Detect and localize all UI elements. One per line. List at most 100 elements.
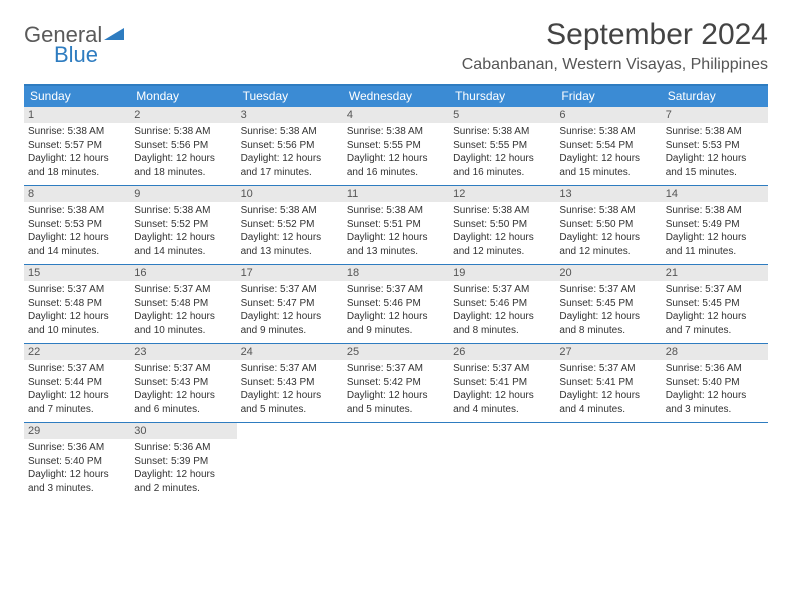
logo: General Blue bbox=[24, 18, 126, 66]
sunset-text: Sunset: 5:45 PM bbox=[559, 297, 657, 311]
daylight-text: and 9 minutes. bbox=[241, 324, 339, 338]
sunset-text: Sunset: 5:45 PM bbox=[666, 297, 764, 311]
day-number: 11 bbox=[343, 186, 449, 202]
day-number: 13 bbox=[555, 186, 661, 202]
daylight-text: Daylight: 12 hours bbox=[28, 152, 126, 166]
sunset-text: Sunset: 5:39 PM bbox=[134, 455, 232, 469]
logo-triangle-icon bbox=[104, 24, 126, 46]
day-number: 26 bbox=[449, 344, 555, 360]
daylight-text: Daylight: 12 hours bbox=[28, 310, 126, 324]
daylight-text: Daylight: 12 hours bbox=[559, 310, 657, 324]
daylight-text: Daylight: 12 hours bbox=[134, 231, 232, 245]
day-number: 23 bbox=[130, 344, 236, 360]
sunrise-text: Sunrise: 5:38 AM bbox=[453, 204, 551, 218]
daylight-text: and 14 minutes. bbox=[134, 245, 232, 259]
sunset-text: Sunset: 5:42 PM bbox=[347, 376, 445, 390]
sunrise-text: Sunrise: 5:36 AM bbox=[666, 362, 764, 376]
daylight-text: and 16 minutes. bbox=[347, 166, 445, 180]
weeks-container: 1Sunrise: 5:38 AMSunset: 5:57 PMDaylight… bbox=[24, 107, 768, 501]
sunset-text: Sunset: 5:56 PM bbox=[134, 139, 232, 153]
sunrise-text: Sunrise: 5:38 AM bbox=[134, 204, 232, 218]
sunrise-text: Sunrise: 5:38 AM bbox=[28, 125, 126, 139]
sunrise-text: Sunrise: 5:38 AM bbox=[559, 125, 657, 139]
sunset-text: Sunset: 5:55 PM bbox=[453, 139, 551, 153]
week-row: 22Sunrise: 5:37 AMSunset: 5:44 PMDayligh… bbox=[24, 344, 768, 423]
page-header: General Blue September 2024 Cabanbanan, … bbox=[24, 18, 768, 74]
daylight-text: and 2 minutes. bbox=[134, 482, 232, 496]
day-number: 12 bbox=[449, 186, 555, 202]
sunset-text: Sunset: 5:54 PM bbox=[559, 139, 657, 153]
day-number: 30 bbox=[130, 423, 236, 439]
weekday-header: Saturday bbox=[662, 86, 768, 107]
sunrise-text: Sunrise: 5:37 AM bbox=[453, 362, 551, 376]
day-cell: 26Sunrise: 5:37 AMSunset: 5:41 PMDayligh… bbox=[449, 344, 555, 422]
day-cell: 1 Sunrise: 5:38 AMSunset: 5:57 PMDaylight… bbox=[24, 107, 130, 185]
sunset-text: Sunset: 5:46 PM bbox=[453, 297, 551, 311]
day-number: 1 bbox=[24, 107, 130, 123]
sunrise-text: Sunrise: 5:37 AM bbox=[28, 283, 126, 297]
day-cell: 18Sunrise: 5:37 AMSunset: 5:46 PMDayligh… bbox=[343, 265, 449, 343]
day-cell: 7Sunrise: 5:38 AMSunset: 5:53 PMDaylight… bbox=[662, 107, 768, 185]
sunrise-text: Sunrise: 5:38 AM bbox=[559, 204, 657, 218]
daylight-text: and 8 minutes. bbox=[559, 324, 657, 338]
title-block: September 2024 Cabanbanan, Western Visay… bbox=[462, 18, 768, 74]
day-number: 3 bbox=[237, 107, 343, 123]
day-cell: 4Sunrise: 5:38 AMSunset: 5:55 PMDaylight… bbox=[343, 107, 449, 185]
daylight-text: and 9 minutes. bbox=[347, 324, 445, 338]
sunset-text: Sunset: 5:44 PM bbox=[28, 376, 126, 390]
daylight-text: and 5 minutes. bbox=[347, 403, 445, 417]
week-row: 1Sunrise: 5:38 AMSunset: 5:57 PMDaylight… bbox=[24, 107, 768, 186]
day-cell: 15Sunrise: 5:37 AMSunset: 5:48 PMDayligh… bbox=[24, 265, 130, 343]
weekday-header: Tuesday bbox=[237, 86, 343, 107]
day-number: 9 bbox=[130, 186, 236, 202]
sunrise-text: Sunrise: 5:37 AM bbox=[28, 362, 126, 376]
daylight-text: Daylight: 12 hours bbox=[347, 389, 445, 403]
daylight-text: and 10 minutes. bbox=[28, 324, 126, 338]
daylight-text: Daylight: 12 hours bbox=[453, 389, 551, 403]
daylight-text: and 4 minutes. bbox=[559, 403, 657, 417]
sunset-text: Sunset: 5:52 PM bbox=[134, 218, 232, 232]
empty-cell bbox=[555, 423, 661, 501]
day-number: 7 bbox=[662, 107, 768, 123]
daylight-text: and 16 minutes. bbox=[453, 166, 551, 180]
daylight-text: and 3 minutes. bbox=[666, 403, 764, 417]
logo-text: General Blue bbox=[24, 24, 126, 66]
daylight-text: and 15 minutes. bbox=[559, 166, 657, 180]
daylight-text: Daylight: 12 hours bbox=[453, 231, 551, 245]
sunset-text: Sunset: 5:40 PM bbox=[28, 455, 126, 469]
daylight-text: Daylight: 12 hours bbox=[134, 468, 232, 482]
sunset-text: Sunset: 5:50 PM bbox=[559, 218, 657, 232]
daylight-text: Daylight: 12 hours bbox=[559, 152, 657, 166]
daylight-text: Daylight: 12 hours bbox=[559, 389, 657, 403]
day-cell: 5Sunrise: 5:38 AMSunset: 5:55 PMDaylight… bbox=[449, 107, 555, 185]
sunrise-text: Sunrise: 5:38 AM bbox=[453, 125, 551, 139]
sunset-text: Sunset: 5:57 PM bbox=[28, 139, 126, 153]
sunset-text: Sunset: 5:48 PM bbox=[134, 297, 232, 311]
sunrise-text: Sunrise: 5:38 AM bbox=[666, 125, 764, 139]
sunset-text: Sunset: 5:51 PM bbox=[347, 218, 445, 232]
sunrise-text: Sunrise: 5:37 AM bbox=[241, 362, 339, 376]
day-cell: 14Sunrise: 5:38 AMSunset: 5:49 PMDayligh… bbox=[662, 186, 768, 264]
sunset-text: Sunset: 5:52 PM bbox=[241, 218, 339, 232]
day-cell: 9 Sunrise: 5:38 AMSunset: 5:52 PMDaylight… bbox=[130, 186, 236, 264]
day-number: 17 bbox=[237, 265, 343, 281]
sunset-text: Sunset: 5:43 PM bbox=[134, 376, 232, 390]
daylight-text: and 13 minutes. bbox=[241, 245, 339, 259]
sunrise-text: Sunrise: 5:37 AM bbox=[559, 283, 657, 297]
daylight-text: and 4 minutes. bbox=[453, 403, 551, 417]
daylight-text: and 18 minutes. bbox=[28, 166, 126, 180]
sunset-text: Sunset: 5:48 PM bbox=[28, 297, 126, 311]
empty-cell bbox=[449, 423, 555, 501]
daylight-text: Daylight: 12 hours bbox=[559, 231, 657, 245]
day-number: 21 bbox=[662, 265, 768, 281]
calendar-grid: Sunday Monday Tuesday Wednesday Thursday… bbox=[24, 84, 768, 501]
calendar-page: General Blue September 2024 Cabanbanan, … bbox=[0, 0, 792, 501]
sunset-text: Sunset: 5:47 PM bbox=[241, 297, 339, 311]
daylight-text: and 12 minutes. bbox=[559, 245, 657, 259]
weekday-header: Sunday bbox=[24, 86, 130, 107]
sunrise-text: Sunrise: 5:38 AM bbox=[28, 204, 126, 218]
day-cell: 6Sunrise: 5:38 AMSunset: 5:54 PMDaylight… bbox=[555, 107, 661, 185]
location-subtitle: Cabanbanan, Western Visayas, Philippines bbox=[462, 56, 768, 74]
daylight-text: and 10 minutes. bbox=[134, 324, 232, 338]
week-row: 8Sunrise: 5:38 AMSunset: 5:53 PMDaylight… bbox=[24, 186, 768, 265]
